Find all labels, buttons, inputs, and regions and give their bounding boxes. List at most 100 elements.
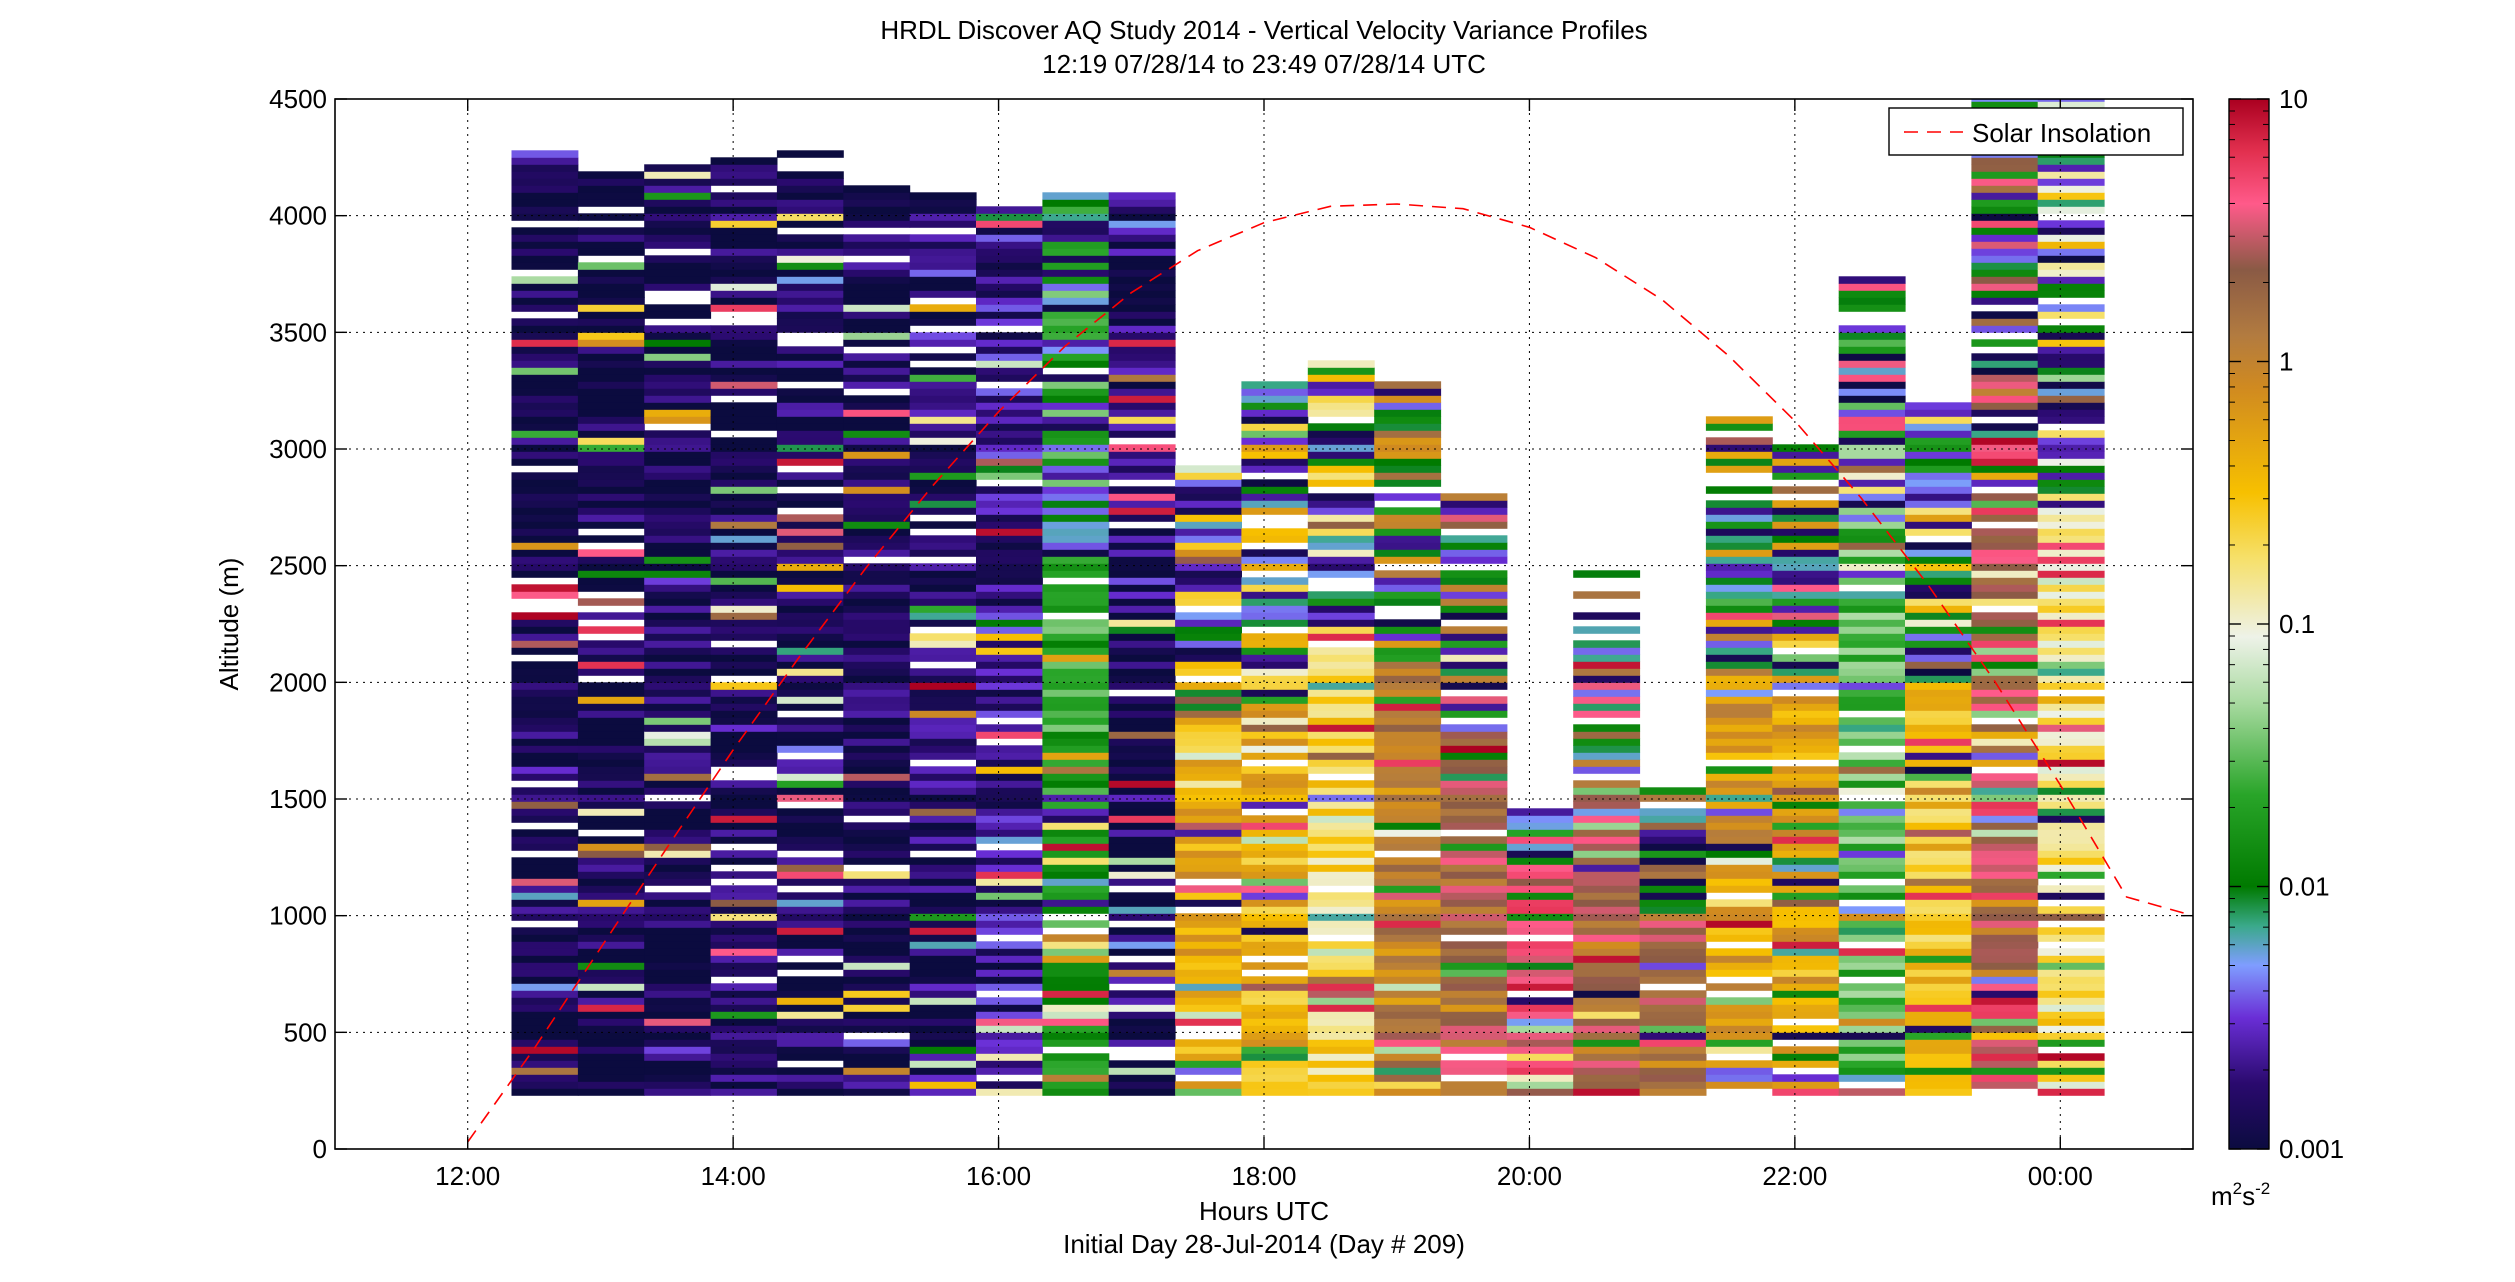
- variance-bin: [511, 1004, 579, 1012]
- variance-bin: [843, 787, 911, 795]
- variance-bin: [511, 794, 579, 802]
- variance-bin: [2037, 647, 2105, 655]
- variance-bin: [2037, 619, 2105, 627]
- variance-bin: [1772, 612, 1840, 620]
- variance-bin: [1042, 255, 1110, 263]
- variance-bin: [1175, 948, 1242, 956]
- profile-column: [2037, 99, 2105, 1096]
- variance-bin: [909, 675, 977, 683]
- variance-bin: [1440, 661, 1508, 669]
- variance-bin: [1971, 99, 2039, 102]
- variance-bin: [511, 444, 579, 452]
- variance-bin: [2037, 710, 2105, 718]
- variance-bin: [1838, 668, 1906, 676]
- variance-bin: [2037, 507, 2105, 515]
- variance-bin: [1573, 927, 1641, 935]
- variance-bin: [909, 479, 977, 487]
- variance-bin: [1108, 962, 1176, 970]
- variance-bin: [1573, 990, 1641, 998]
- variance-bin: [843, 185, 911, 193]
- variance-bin: [511, 213, 579, 221]
- variance-bin: [1241, 640, 1309, 648]
- variance-bin: [1838, 479, 1906, 487]
- variance-bin: [1440, 885, 1508, 893]
- variance-bin: [1042, 1060, 1110, 1068]
- variance-bin: [1971, 752, 2039, 760]
- variance-bin: [976, 857, 1043, 865]
- variance-bin: [1838, 388, 1906, 396]
- variance-bin: [1175, 710, 1242, 718]
- variance-bin: [1705, 570, 1773, 578]
- variance-bin: [1374, 857, 1442, 865]
- variance-bin: [1971, 311, 2039, 319]
- variance-bin: [776, 311, 844, 319]
- variance-bin: [710, 304, 778, 312]
- variance-bin: [776, 304, 844, 312]
- variance-bin: [909, 1039, 977, 1047]
- variance-bin: [1838, 325, 1906, 333]
- variance-bin: [1042, 549, 1110, 557]
- variance-bin: [710, 570, 778, 578]
- variance-bin: [577, 654, 645, 662]
- variance-bin: [843, 430, 911, 438]
- variance-bin: [577, 563, 645, 571]
- variance-bin: [1241, 850, 1309, 858]
- variance-bin: [2037, 885, 2105, 893]
- variance-bin: [1971, 983, 2039, 991]
- variance-bin: [1971, 318, 2039, 326]
- variance-bin: [843, 710, 911, 718]
- variance-bin: [644, 899, 712, 907]
- variance-bin: [843, 332, 911, 340]
- variance-bin: [1241, 843, 1309, 851]
- variance-bin: [1705, 878, 1773, 886]
- variance-bin: [1042, 668, 1110, 676]
- variance-bin: [909, 206, 977, 214]
- variance-bin: [1838, 962, 1906, 970]
- variance-bin: [843, 374, 911, 382]
- variance-bin: [909, 1067, 977, 1075]
- variance-bin: [2037, 661, 2105, 669]
- variance-bin: [976, 542, 1043, 550]
- variance-bin: [909, 535, 977, 543]
- variance-bin: [1307, 955, 1375, 963]
- variance-bin: [1772, 780, 1840, 788]
- variance-bin: [1042, 486, 1110, 494]
- variance-bin: [1374, 661, 1442, 669]
- variance-heatmap: [511, 99, 2105, 1096]
- variance-bin: [1307, 1032, 1375, 1040]
- variance-bin: [1042, 857, 1110, 865]
- variance-bin: [909, 353, 977, 361]
- variance-bin: [843, 885, 911, 893]
- variance-bin: [577, 710, 645, 718]
- variance-bin: [1374, 815, 1442, 823]
- variance-bin: [1506, 1032, 1574, 1040]
- variance-bin: [1108, 1081, 1176, 1089]
- variance-bin: [2037, 983, 2105, 991]
- variance-bin: [1838, 822, 1906, 830]
- variance-bin: [644, 171, 712, 179]
- variance-bin: [1042, 591, 1110, 599]
- variance-bin: [1042, 535, 1110, 543]
- variance-bin: [1374, 1053, 1442, 1061]
- variance-bin: [909, 283, 977, 291]
- variance-bin: [2037, 269, 2105, 277]
- variance-bin: [1175, 696, 1242, 704]
- variance-bin: [644, 388, 712, 396]
- variance-bin: [2037, 633, 2105, 641]
- variance-bin: [976, 318, 1043, 326]
- variance-bin: [1639, 1067, 1707, 1075]
- variance-bin: [1374, 1004, 1442, 1012]
- variance-bin: [976, 584, 1043, 592]
- variance-bin: [1042, 472, 1110, 480]
- variance-bin: [1971, 528, 2039, 536]
- variance-bin: [1374, 493, 1442, 501]
- variance-bin: [1108, 640, 1176, 648]
- variance-bin: [909, 948, 977, 956]
- variance-bin: [1042, 339, 1110, 347]
- variance-bin: [1042, 556, 1110, 564]
- variance-bin: [909, 962, 977, 970]
- variance-bin: [1971, 465, 2039, 473]
- variance-bin: [710, 906, 778, 914]
- variance-bin: [1042, 808, 1110, 816]
- variance-bin: [1705, 1018, 1773, 1026]
